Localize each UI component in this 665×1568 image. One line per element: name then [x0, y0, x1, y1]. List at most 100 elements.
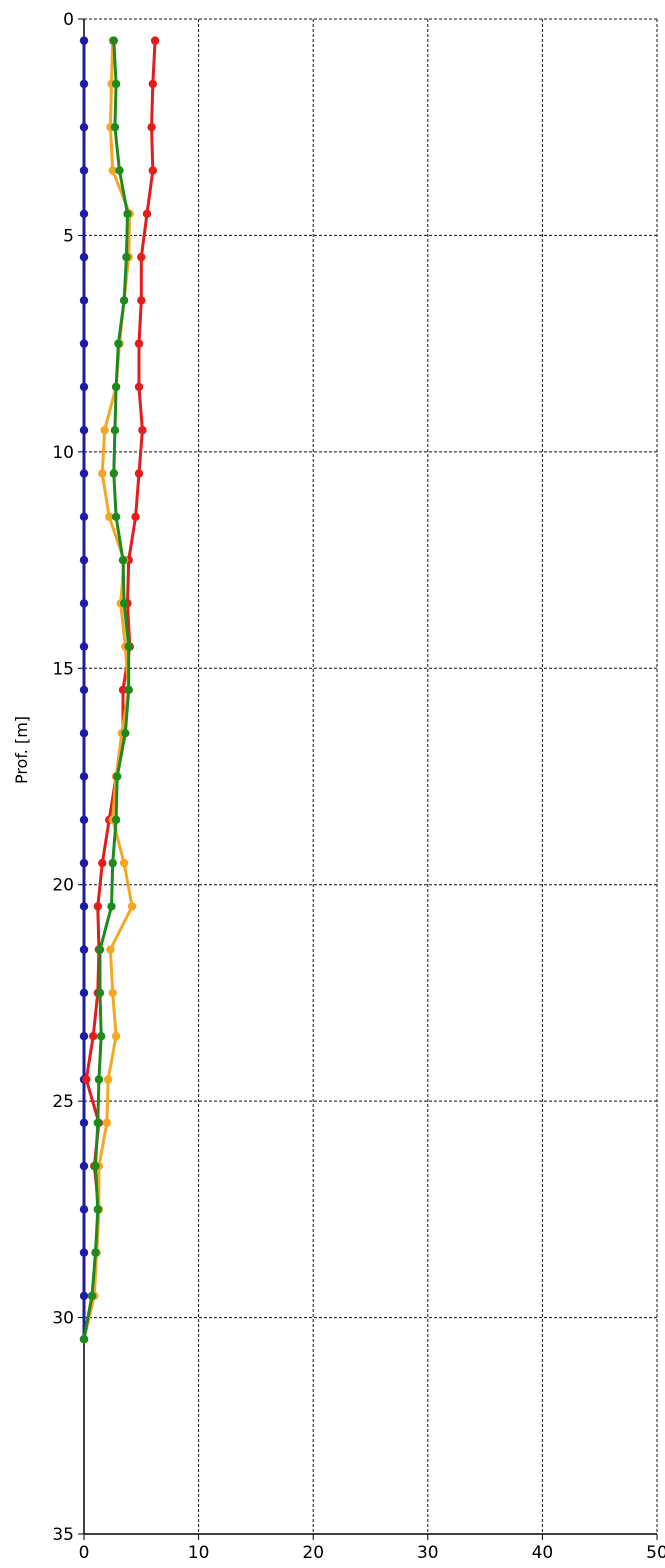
data-point: [123, 209, 132, 218]
data-point: [79, 815, 89, 824]
data-point: [94, 1075, 104, 1084]
data-point: [131, 512, 140, 521]
data-point: [79, 36, 89, 45]
x-tick-label: 50: [646, 1543, 665, 1563]
data-point: [79, 988, 89, 998]
data-point: [93, 1205, 103, 1214]
data-point: [148, 79, 157, 89]
data-point: [79, 1161, 89, 1171]
data-point: [119, 858, 129, 868]
y-tick-label: 0: [63, 10, 74, 30]
x-tick-label: 10: [188, 1543, 210, 1563]
data-point: [79, 79, 89, 89]
data-point: [121, 729, 130, 738]
data-point: [79, 123, 89, 132]
data-point: [109, 469, 119, 478]
data-point: [137, 252, 146, 262]
data-point: [79, 902, 89, 911]
data-point: [147, 123, 156, 132]
data-point: [79, 166, 89, 175]
data-point: [79, 512, 89, 521]
data-point: [79, 1032, 89, 1041]
data-point: [95, 945, 105, 954]
data-point: [105, 512, 114, 521]
data-point: [79, 858, 89, 868]
data-point: [111, 815, 121, 824]
x-tick-label: 40: [532, 1543, 554, 1563]
data-point: [138, 426, 147, 435]
data-point: [95, 988, 105, 998]
data-point: [134, 469, 144, 478]
data-point: [111, 512, 121, 521]
data-point: [111, 1032, 121, 1041]
data-point: [97, 1032, 106, 1041]
data-point: [100, 426, 109, 435]
data-point: [113, 772, 122, 781]
data-point: [134, 339, 144, 348]
plot-area: [84, 19, 657, 1534]
data-point: [119, 599, 129, 608]
data-point: [79, 642, 89, 651]
data-point: [79, 296, 89, 305]
data-point: [102, 1118, 112, 1128]
x-tick-label: 0: [79, 1543, 90, 1563]
data-point: [93, 1118, 103, 1128]
y-tick-label: 25: [52, 1092, 74, 1112]
data-point: [114, 339, 123, 348]
data-point: [115, 166, 124, 175]
data-point: [110, 123, 120, 132]
tick-labels: 0 10 20 30 40 50 0 5 10 15 20 25 30 35: [52, 10, 665, 1563]
data-point: [122, 252, 131, 262]
data-point: [91, 1248, 100, 1257]
data-point: [79, 426, 89, 435]
y-tick-label: 35: [52, 1525, 74, 1545]
data-point: [109, 36, 119, 45]
data-point: [82, 1075, 91, 1084]
data-point: [111, 79, 121, 89]
data-point: [91, 1161, 100, 1171]
series-4: [79, 36, 133, 1344]
data-point: [79, 945, 89, 954]
data-point: [108, 858, 117, 868]
data-point: [98, 469, 107, 478]
data-point: [79, 1335, 89, 1344]
data-point: [79, 1291, 89, 1301]
data-point: [79, 209, 89, 218]
data-point: [108, 988, 117, 998]
y-tick-label: 5: [63, 226, 74, 246]
data-point: [79, 252, 89, 262]
data-point: [89, 1032, 98, 1041]
data-point: [119, 296, 129, 305]
series-1: [79, 36, 89, 1344]
data-point: [79, 729, 89, 738]
data-point: [79, 1118, 89, 1128]
data-point: [118, 555, 128, 565]
data-point: [79, 1248, 89, 1257]
y-tick-label: 30: [52, 1309, 74, 1329]
y-tick-label: 20: [52, 876, 74, 896]
data-point: [124, 642, 133, 651]
data-point: [79, 555, 89, 565]
data-point: [79, 1205, 89, 1214]
data-point: [148, 166, 157, 175]
data-point: [137, 296, 146, 305]
data-point: [79, 339, 89, 348]
y-tick-label: 10: [52, 443, 74, 463]
data-point: [79, 599, 89, 608]
data-point: [103, 1075, 113, 1084]
y-tick-label: 15: [52, 659, 74, 679]
data-point: [150, 36, 160, 45]
data-point: [98, 858, 107, 868]
data-point: [87, 1291, 97, 1301]
data-point: [79, 772, 89, 781]
data-point: [108, 166, 117, 175]
data-point: [134, 382, 144, 392]
data-point: [124, 685, 133, 695]
data-point: [106, 945, 115, 954]
data-point: [79, 469, 89, 478]
data-point: [79, 685, 89, 695]
data-point: [107, 902, 116, 911]
data-point: [79, 382, 89, 392]
data-point: [127, 902, 137, 911]
